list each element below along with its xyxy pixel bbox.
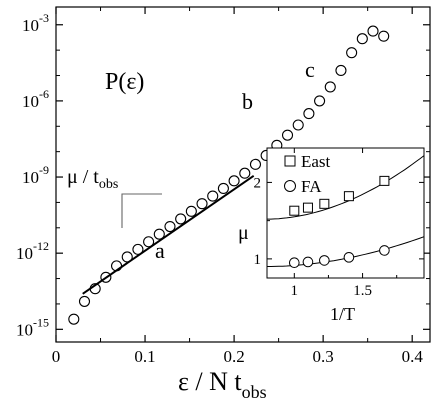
inset-fit-curve-east — [267, 155, 425, 220]
main-x-tick-label: 0.4 — [402, 347, 424, 366]
main-data-point — [335, 64, 347, 76]
main-data-point — [378, 30, 390, 42]
inset-plot-layer: 1 1.5 1 2 — [254, 148, 425, 299]
inset-data-point-fa — [289, 257, 300, 269]
main-y-tick-label: 10-6 — [22, 87, 49, 111]
main-data-point — [121, 251, 133, 263]
main-y-tick-label: 10-15 — [16, 315, 49, 339]
main-data-point — [175, 213, 187, 225]
main-y-tick-exponent: -6 — [39, 87, 49, 101]
legend-marker-fa — [284, 180, 296, 192]
main-data-point — [249, 158, 262, 170]
main-x-tick-label: 0.2 — [223, 347, 244, 366]
main-data-point — [89, 283, 101, 295]
main-y-tick-exponent: -12 — [33, 239, 49, 253]
legend-label-east: East — [301, 152, 331, 171]
main-data-point — [196, 198, 208, 210]
main-y-tick-base: 10 — [22, 92, 39, 111]
main-title: P(ε) — [105, 69, 144, 95]
legend-marker-east — [284, 155, 296, 167]
main-data-point — [228, 175, 240, 187]
main-data-point — [207, 190, 219, 202]
main-x-tick-label: 0.3 — [313, 347, 334, 366]
inset-data-point-fa — [319, 255, 330, 266]
inset-plot-frame — [266, 147, 425, 279]
inset-x-tick-label: 1.5 — [353, 283, 372, 299]
main-fit-line — [82, 174, 255, 295]
main-data-point — [239, 167, 251, 179]
main-data-point — [68, 313, 80, 325]
inset-y-axis-label: μ — [238, 222, 249, 244]
main-y-tick-exponent: -9 — [39, 163, 49, 177]
main-y-tick-label: 10-9 — [22, 163, 49, 187]
legend-label-fa: FA — [301, 177, 322, 196]
main-data-point — [217, 182, 229, 195]
main-y-tick-label: 10-3 — [22, 11, 49, 35]
main-x-axis-label-main: ε / N t — [178, 367, 242, 396]
inset-x-axis-label: 1/T — [330, 304, 355, 324]
main-data-point — [367, 25, 379, 37]
main-y-tick-base: 10 — [22, 16, 39, 35]
main-data-point — [314, 95, 326, 107]
inset-y-tick-label: 2 — [254, 175, 262, 191]
annotation-a: a — [155, 238, 165, 263]
main-data-point — [143, 236, 155, 248]
main-data-point — [100, 271, 112, 283]
main-data-point — [111, 260, 123, 272]
main-data-point — [78, 295, 91, 307]
main-data-point — [281, 129, 294, 141]
main-data-point — [185, 205, 197, 217]
main-x-tick-label: 0 — [52, 347, 61, 366]
inset-y-tick-label: 1 — [254, 252, 262, 268]
main-plot-frame — [55, 6, 431, 343]
main-y-tick-exponent: -15 — [33, 315, 49, 329]
inset-data-point-east — [319, 198, 330, 209]
main-data-point — [164, 220, 176, 233]
inset-data-point-east — [379, 175, 390, 186]
inset-data-point-east — [302, 202, 313, 213]
annotation-c: c — [305, 57, 315, 82]
main-data-point — [303, 108, 315, 120]
main-data-point — [346, 47, 358, 59]
inset-data-point-east — [343, 191, 354, 202]
main-y-tick-base: 10 — [16, 320, 33, 339]
main-y-tick-exponent: -3 — [39, 11, 49, 25]
inset-background — [267, 148, 424, 296]
main-data-point — [132, 243, 144, 255]
main-y-tick-base: 10 — [16, 244, 33, 263]
inset-data-point-fa — [343, 252, 355, 263]
main-data-point — [356, 33, 368, 45]
main-data-point — [324, 81, 336, 93]
main-x-axis-label: ε / N tobs — [178, 367, 267, 401]
main-y-tick-label: 10-12 — [16, 239, 49, 263]
main-data-point — [292, 119, 304, 131]
annotation-mu-label: μ / tobs — [67, 166, 118, 192]
main-x-tick-label: 0.1 — [134, 347, 155, 366]
annotation-mu-bracket — [121, 193, 162, 228]
annotation-mu-sub: obs — [99, 177, 118, 192]
annotation-b: b — [242, 89, 253, 114]
main-y-tick-base: 10 — [22, 168, 39, 187]
main-x-axis-label-sub: obs — [242, 382, 267, 401]
inset-x-tick-label: 1 — [291, 283, 299, 299]
inset-data-point-east — [289, 205, 300, 216]
main-data-point — [153, 228, 165, 240]
annotation-mu-main: μ / t — [67, 166, 99, 188]
inset-data-point-fa — [302, 256, 314, 268]
inset-data-point-fa — [379, 245, 390, 256]
